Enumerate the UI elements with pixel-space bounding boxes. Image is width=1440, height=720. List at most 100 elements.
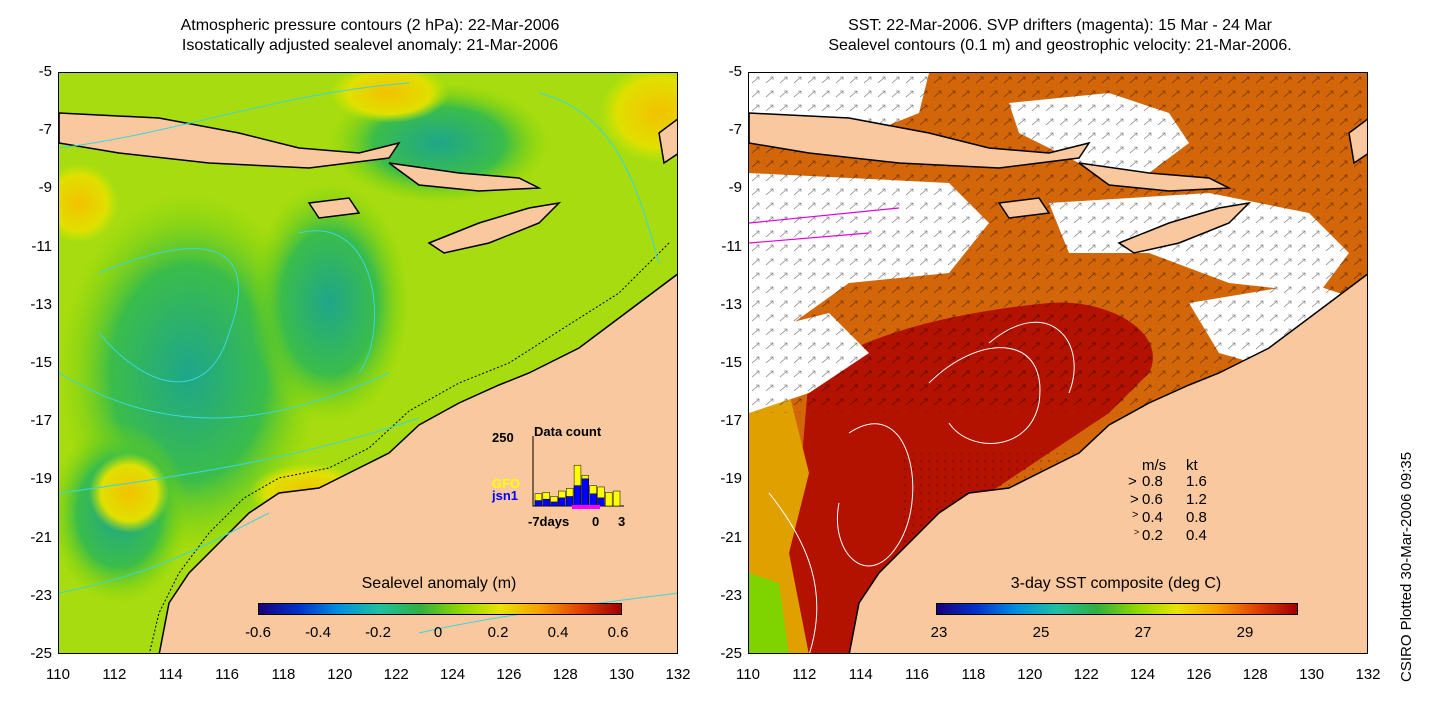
left-colorbar-tick: 0.6 bbox=[607, 624, 629, 641]
pressure-contour bbox=[59, 372, 390, 419]
speed-legend-ms: 0.6 bbox=[1142, 491, 1163, 508]
y-tick-label: -11 bbox=[721, 237, 742, 255]
plot-credit: CSIRO Plotted 30-Mar-2006 09:35 bbox=[1398, 451, 1415, 682]
x-tick-label: 132 bbox=[1355, 666, 1381, 683]
inset-legend-jsn1: jsn1 bbox=[492, 488, 519, 503]
australia-landmass bbox=[158, 273, 677, 653]
y-tick-label: -13 bbox=[30, 295, 52, 313]
island-sumba bbox=[307, 197, 361, 219]
sealevel-anomaly-map bbox=[58, 72, 678, 654]
y-tick-label: -7 bbox=[728, 121, 742, 139]
shelf-contour bbox=[148, 242, 670, 653]
pressure-contour bbox=[59, 417, 420, 494]
y-tick-label: -21 bbox=[30, 528, 52, 546]
x-tick-label: 116 bbox=[905, 666, 930, 683]
x-tick-label: 118 bbox=[271, 666, 296, 683]
x-tick-label: 130 bbox=[609, 666, 635, 683]
island-flores bbox=[1078, 162, 1232, 192]
island-timor bbox=[427, 201, 562, 254]
inset-bar-jsn1 bbox=[566, 496, 574, 507]
pressure-contour bbox=[59, 82, 410, 149]
x-tick-label: 120 bbox=[327, 666, 353, 683]
island-java-nusa bbox=[59, 112, 401, 169]
right-colorbar-tick: 23 bbox=[930, 624, 948, 641]
island-new-guinea bbox=[658, 118, 677, 165]
inset-x-label-zero: 0 bbox=[592, 514, 600, 529]
speed-legend-header-ms: m/s bbox=[1142, 457, 1167, 474]
island-new-guinea bbox=[1348, 118, 1367, 165]
left-panel-title: Atmospheric pressure contours (2 hPa): 2… bbox=[30, 16, 710, 56]
y-tick-label: -23 bbox=[720, 586, 742, 604]
y-tick-label: -5 bbox=[38, 63, 52, 80]
inset-bar-plot bbox=[532, 436, 624, 509]
positive-anomaly-region bbox=[59, 163, 119, 243]
sst-map bbox=[748, 72, 1368, 654]
sealevel-anomaly-map-canvas bbox=[59, 73, 677, 653]
inset-title: Data count bbox=[534, 424, 602, 439]
y-tick-label: -21 bbox=[720, 528, 742, 546]
inset-bar-jsn1 bbox=[542, 498, 550, 507]
x-tick-label: 122 bbox=[1073, 666, 1099, 683]
x-tick-label: 112 bbox=[792, 666, 817, 683]
left-colorbar bbox=[258, 603, 622, 615]
x-tick-label: 128 bbox=[552, 666, 578, 683]
left-colorbar-tick: 0 bbox=[433, 624, 443, 641]
pressure-contour bbox=[59, 512, 270, 594]
y-tick-label: -15 bbox=[30, 354, 52, 371]
left-title-line2: Isostatically adjusted sealevel anomaly:… bbox=[181, 37, 559, 54]
sealevel-contour bbox=[988, 321, 1075, 394]
speed-legend-header-kt: kt bbox=[1186, 457, 1198, 474]
inset-drifter-marker bbox=[572, 505, 600, 509]
right-panel-title: SST: 22-Mar-2006. SVP drifters (magenta)… bbox=[720, 16, 1400, 56]
inset-x-label-start: -7days bbox=[528, 514, 570, 529]
right-title-line2: Sealevel contours (0.1 m) and geostrophi… bbox=[828, 37, 1292, 54]
right-title-line1: SST: 22-Mar-2006. SVP drifters (magenta)… bbox=[848, 17, 1272, 34]
right-colorbar-title: 3-day SST composite (deg C) bbox=[1010, 575, 1222, 592]
x-tick-label: 122 bbox=[383, 666, 409, 683]
y-tick-label: -11 bbox=[31, 237, 52, 255]
svp-drifter-track bbox=[749, 207, 900, 244]
x-tick-label: 112 bbox=[102, 666, 127, 683]
x-tick-label: 126 bbox=[496, 666, 522, 683]
x-tick-label: 130 bbox=[1299, 666, 1325, 683]
sst-map-canvas bbox=[749, 73, 1367, 653]
speed-legend-kt: 1.2 bbox=[1186, 491, 1207, 508]
speed-legend-ms: 0.2 bbox=[1142, 527, 1163, 544]
speed-arrow-icon: > bbox=[1130, 491, 1139, 508]
x-tick-label: 128 bbox=[1242, 666, 1268, 683]
y-tick-label: -9 bbox=[38, 179, 52, 197]
left-colorbar-tick: 0.2 bbox=[487, 624, 509, 641]
pressure-contour bbox=[538, 92, 660, 264]
right-colorbar-tick: 29 bbox=[1236, 624, 1254, 641]
left-title-line1: Atmospheric pressure contours (2 hPa): 2… bbox=[180, 17, 560, 34]
speed-legend-ms: 0.4 bbox=[1142, 509, 1163, 526]
left-colorbar-tick: -0.6 bbox=[245, 624, 271, 641]
inset-ymax-label: 250 bbox=[492, 430, 514, 445]
negative-anomaly-region bbox=[249, 183, 409, 423]
speed-legend-kt: 1.6 bbox=[1186, 473, 1207, 490]
inset-bar-gfo bbox=[605, 492, 613, 507]
x-tick-label: 132 bbox=[665, 666, 691, 683]
x-tick-label: 110 bbox=[46, 666, 70, 683]
right-colorbar bbox=[936, 603, 1298, 615]
right-colorbar-tick: 25 bbox=[1032, 624, 1050, 641]
y-tick-label: -7 bbox=[38, 121, 52, 139]
speed-arrow-icon: > bbox=[1128, 473, 1137, 490]
positive-anomaly-region bbox=[89, 453, 169, 533]
y-tick-label: -19 bbox=[30, 470, 52, 488]
y-tick-label: -13 bbox=[720, 295, 742, 313]
island-java-nusa bbox=[749, 112, 1091, 169]
speed-legend-ms: 0.8 bbox=[1142, 473, 1163, 490]
right-colorbar-tick: 27 bbox=[1134, 624, 1152, 641]
cool-sst-region bbox=[749, 573, 789, 653]
y-tick-label: -19 bbox=[720, 470, 742, 488]
sealevel-contour bbox=[837, 423, 914, 567]
left-colorbar-tick: -0.2 bbox=[365, 624, 391, 641]
y-tick-label: -17 bbox=[30, 412, 52, 430]
x-tick-label: 116 bbox=[215, 666, 240, 683]
y-tick-label: -25 bbox=[720, 645, 742, 662]
speed-legend: m/s kt > 0.8 1.6 > 0.6 1.2 > 0.4 0.8 > 0… bbox=[1128, 457, 1248, 547]
sealevel-contour bbox=[928, 347, 1041, 444]
island-timor bbox=[1117, 201, 1252, 254]
x-tick-label: 118 bbox=[961, 666, 986, 683]
